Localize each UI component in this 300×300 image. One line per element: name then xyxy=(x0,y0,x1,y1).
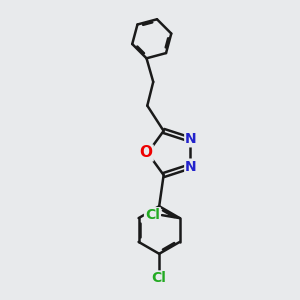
Text: O: O xyxy=(140,146,153,160)
Text: N: N xyxy=(185,160,197,174)
Text: Cl: Cl xyxy=(145,208,160,222)
Text: Cl: Cl xyxy=(152,272,167,286)
Text: N: N xyxy=(185,132,197,146)
